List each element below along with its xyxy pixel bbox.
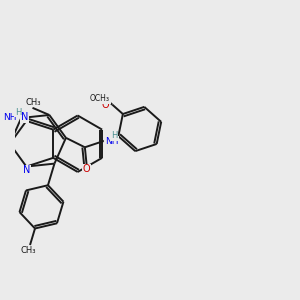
- Text: H: H: [111, 131, 118, 140]
- Text: CH₃: CH₃: [26, 98, 41, 107]
- Text: N: N: [23, 165, 30, 175]
- Text: O: O: [83, 164, 91, 174]
- Text: N: N: [21, 112, 28, 122]
- Text: NH: NH: [3, 113, 16, 122]
- Text: NH: NH: [105, 136, 119, 146]
- Text: CH₃: CH₃: [21, 246, 36, 255]
- Text: OCH₃: OCH₃: [90, 94, 110, 103]
- Text: H: H: [15, 108, 21, 117]
- Text: O: O: [101, 100, 109, 110]
